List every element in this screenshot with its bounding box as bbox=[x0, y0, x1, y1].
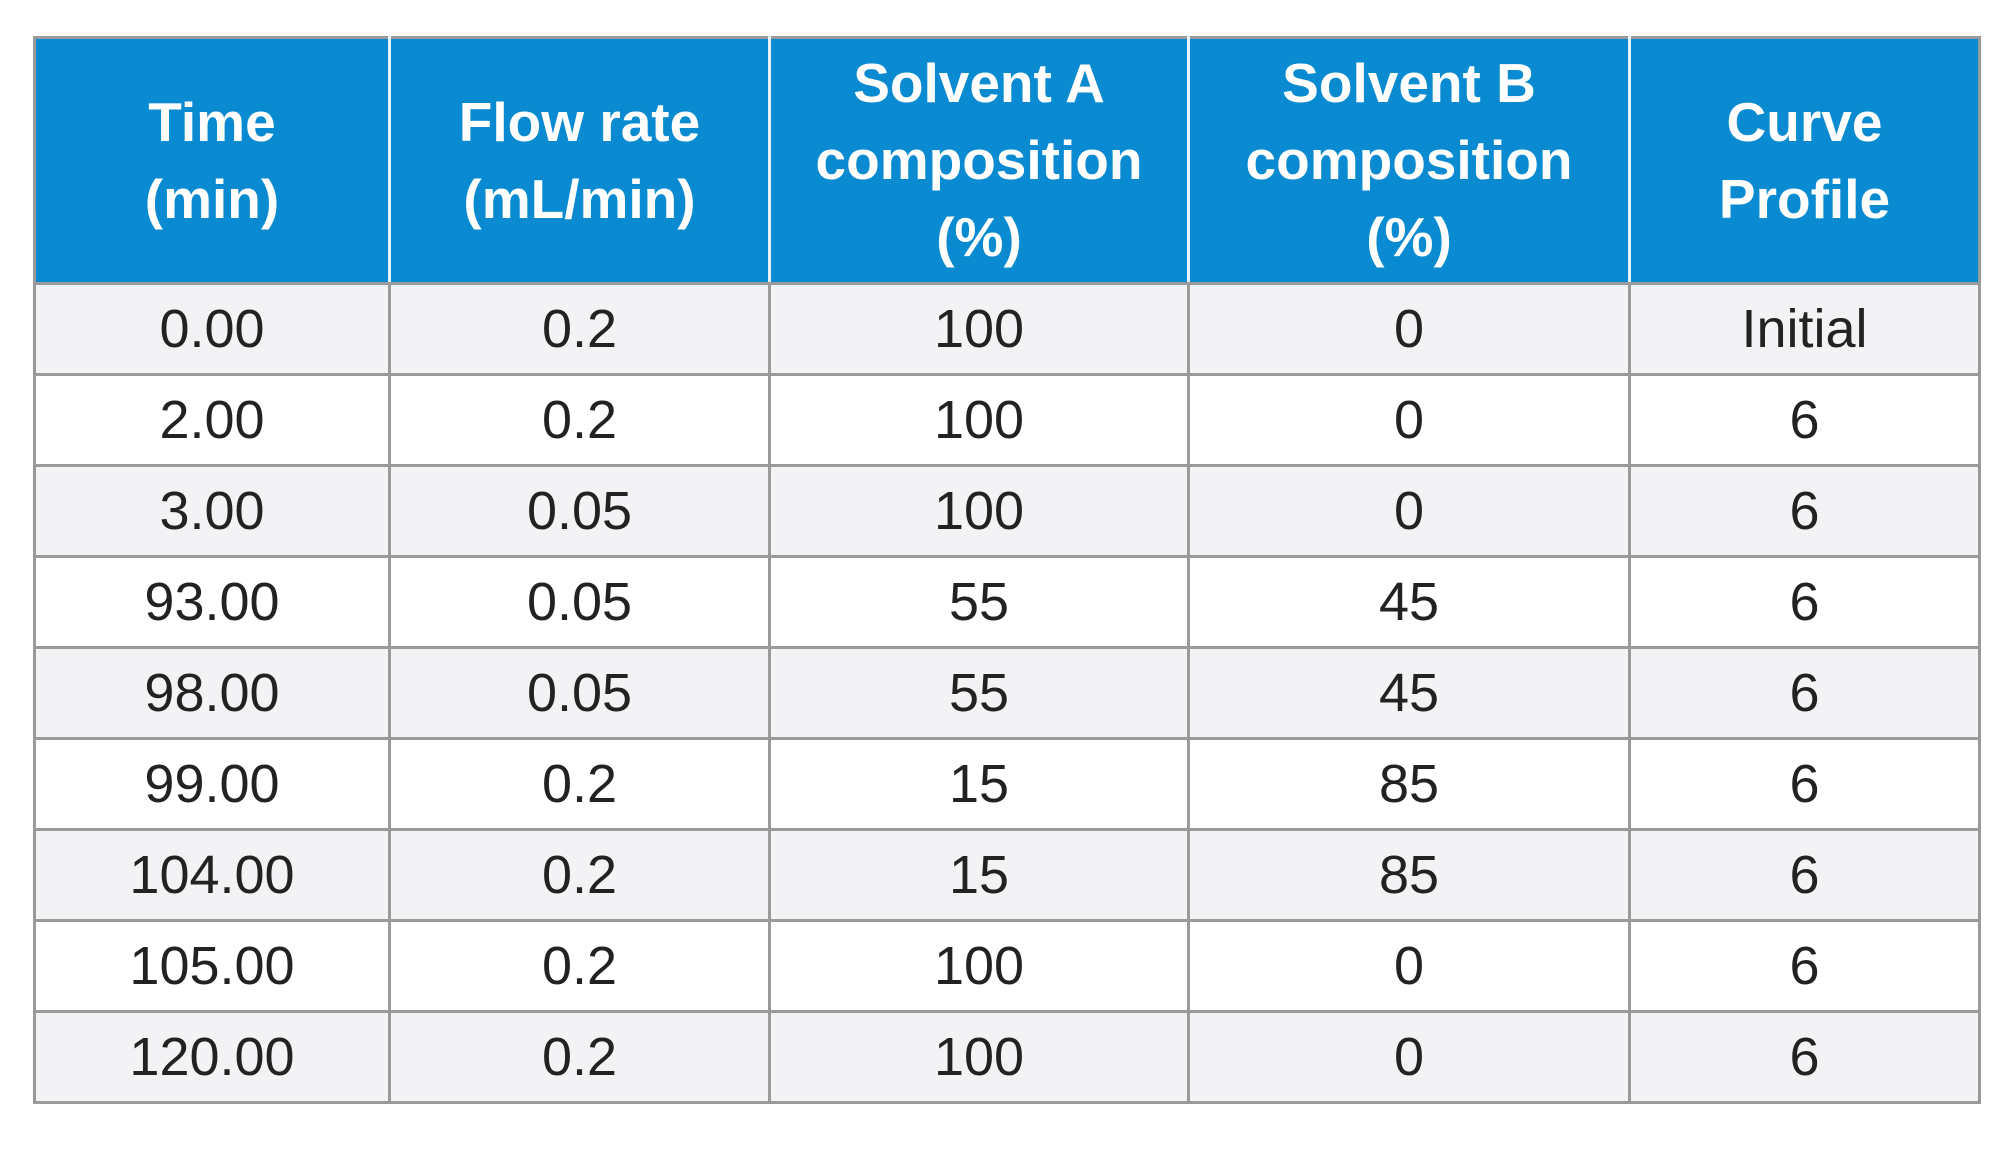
solvent-a-cell: 100 bbox=[768, 464, 1190, 558]
solvent-b-cell: 0 bbox=[1187, 1010, 1631, 1104]
gradient-table-container: Time (min) Flow rate (mL/min) Solvent A compo… bbox=[33, 36, 1981, 1104]
solvent-b-cell: 45 bbox=[1187, 646, 1631, 740]
solvent-b-cell: 0 bbox=[1187, 919, 1631, 1013]
header-line: (min) bbox=[144, 167, 280, 230]
solvent-b-cell: 0 bbox=[1187, 282, 1631, 376]
time-cell: 105.00 bbox=[33, 919, 391, 1013]
solvent-a-cell: 15 bbox=[768, 828, 1190, 922]
curve-profile-header: Curve Profile bbox=[1628, 36, 1981, 285]
header-line: Solvent A bbox=[853, 52, 1105, 114]
solvent-b-cell: 45 bbox=[1187, 555, 1631, 649]
solvent-a-cell: 100 bbox=[768, 282, 1190, 376]
header-line: Flow rate bbox=[458, 90, 701, 153]
curve-profile-cell: 6 bbox=[1628, 737, 1981, 831]
solvent-b-header: Solvent B composition (%) bbox=[1187, 36, 1631, 285]
flow-rate-header: Flow rate (mL/min) bbox=[388, 36, 771, 285]
table-row: 99.00 0.2 15 85 6 bbox=[33, 737, 1981, 831]
time-cell: 3.00 bbox=[33, 464, 391, 558]
table-row: 0.00 0.2 100 0 Initial bbox=[33, 282, 1981, 376]
solvent-a-cell: 15 bbox=[768, 737, 1190, 831]
header-row: Time (min) Flow rate (mL/min) Solvent A compo… bbox=[33, 36, 1981, 285]
time-cell: 98.00 bbox=[33, 646, 391, 740]
solvent-a-cell: 100 bbox=[768, 919, 1190, 1013]
flow-rate-cell: 0.05 bbox=[388, 646, 771, 740]
table-row: 105.00 0.2 100 0 6 bbox=[33, 919, 1981, 1013]
solvent-a-header: Solvent A composition (%) bbox=[768, 36, 1190, 285]
header-line: (%) bbox=[936, 206, 1022, 268]
header-line: composition bbox=[1245, 129, 1573, 191]
table-row: 120.00 0.2 100 0 6 bbox=[33, 1010, 1981, 1104]
flow-rate-cell: 0.2 bbox=[388, 373, 771, 467]
table-row: 104.00 0.2 15 85 6 bbox=[33, 828, 1981, 922]
header-line: Solvent B bbox=[1282, 52, 1536, 114]
solvent-b-cell: 85 bbox=[1187, 737, 1631, 831]
header-line: (%) bbox=[1366, 206, 1452, 268]
solvent-a-cell: 55 bbox=[768, 555, 1190, 649]
flow-rate-cell: 0.2 bbox=[388, 282, 771, 376]
table-body: 0.00 0.2 100 0 Initial 2.00 0.2 100 0 6 3.00 0.05 10… bbox=[33, 282, 1981, 1104]
time-cell: 104.00 bbox=[33, 828, 391, 922]
header-line: Profile bbox=[1718, 167, 1891, 230]
header-line: Time bbox=[148, 90, 276, 153]
curve-profile-cell: 6 bbox=[1628, 1010, 1981, 1104]
flow-rate-cell: 0.05 bbox=[388, 464, 771, 558]
time-cell: 2.00 bbox=[33, 373, 391, 467]
curve-profile-cell: 6 bbox=[1628, 919, 1981, 1013]
table-row: 2.00 0.2 100 0 6 bbox=[33, 373, 1981, 467]
time-header: Time (min) bbox=[33, 36, 391, 285]
time-cell: 99.00 bbox=[33, 737, 391, 831]
table-row: 93.00 0.05 55 45 6 bbox=[33, 555, 1981, 649]
solvent-a-cell: 100 bbox=[768, 1010, 1190, 1104]
gradient-table: Time (min) Flow rate (mL/min) Solvent A compo… bbox=[33, 36, 1981, 1104]
header-line: composition bbox=[815, 129, 1143, 191]
flow-rate-cell: 0.2 bbox=[388, 919, 771, 1013]
curve-profile-cell: 6 bbox=[1628, 555, 1981, 649]
solvent-b-cell: 0 bbox=[1187, 464, 1631, 558]
table-header: Time (min) Flow rate (mL/min) Solvent A compo… bbox=[33, 36, 1981, 285]
table-row: 98.00 0.05 55 45 6 bbox=[33, 646, 1981, 740]
flow-rate-cell: 0.2 bbox=[388, 737, 771, 831]
solvent-a-cell: 55 bbox=[768, 646, 1190, 740]
flow-rate-cell: 0.05 bbox=[388, 555, 771, 649]
curve-profile-cell: 6 bbox=[1628, 464, 1981, 558]
table-row: 3.00 0.05 100 0 6 bbox=[33, 464, 1981, 558]
time-cell: 0.00 bbox=[33, 282, 391, 376]
solvent-a-cell: 100 bbox=[768, 373, 1190, 467]
solvent-b-cell: 85 bbox=[1187, 828, 1631, 922]
header-line: (mL/min) bbox=[463, 167, 696, 230]
curve-profile-cell: 6 bbox=[1628, 373, 1981, 467]
solvent-b-cell: 0 bbox=[1187, 373, 1631, 467]
curve-profile-cell: Initial bbox=[1628, 282, 1981, 376]
header-line: Curve bbox=[1726, 90, 1883, 153]
curve-profile-cell: 6 bbox=[1628, 646, 1981, 740]
curve-profile-cell: 6 bbox=[1628, 828, 1981, 922]
flow-rate-cell: 0.2 bbox=[388, 1010, 771, 1104]
time-cell: 93.00 bbox=[33, 555, 391, 649]
time-cell: 120.00 bbox=[33, 1010, 391, 1104]
flow-rate-cell: 0.2 bbox=[388, 828, 771, 922]
